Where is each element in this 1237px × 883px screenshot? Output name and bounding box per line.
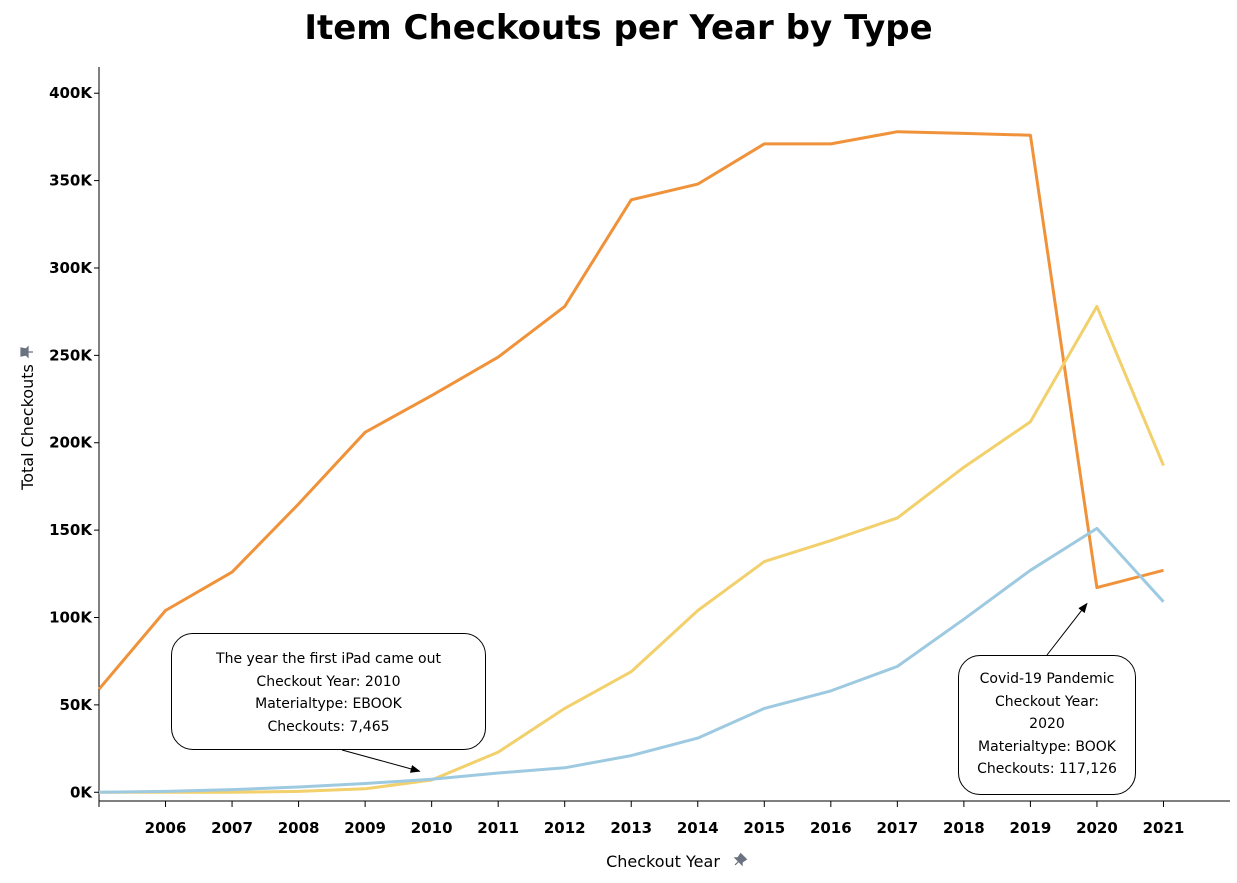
annotation-line: Checkout Year: 2010 [256,673,401,690]
y-tick-label: 400K [49,84,93,102]
x-tick-label: 2010 [411,819,453,837]
x-tick-label: 2008 [278,819,320,837]
y-axis-title: Total Checkouts [18,364,37,491]
annotation-line: Checkouts: 7,465 [267,718,390,735]
y-tick-label: 350K [49,172,93,190]
x-axis-title: Checkout Year [606,852,720,871]
y-tick-label: 300K [49,259,93,277]
series-line-2 [98,526,1165,794]
y-tick-label: 200K [49,434,93,452]
x-tick-label: 2021 [1143,819,1185,837]
x-tick-label: 2018 [943,819,985,837]
annotation-line: The year the first iPad came out [216,651,441,667]
annotation-line: Materialtype: BOOK [978,738,1116,755]
pin-icon[interactable] [732,852,748,869]
x-tick-label: 2006 [145,819,187,837]
x-tick-label: 2007 [211,819,253,837]
series-lines [97,130,1165,794]
x-tick-label: 2014 [677,819,719,837]
x-tick-label: 2013 [610,819,652,837]
chart-title: Item Checkouts per Year by Type [304,8,933,48]
annotation-covid: Covid-19 Pandemic Checkout Year: 2020 Ma… [958,655,1136,795]
annotation-arrow [1046,602,1088,656]
series-line-1 [99,304,1165,794]
x-tick-label: 2017 [876,819,918,837]
annotation-line: 2020 [1029,716,1065,732]
annotation-line: Checkouts: 117,126 [977,761,1117,777]
annotation-arrow [341,749,421,773]
y-tick-label: 0K [70,783,93,801]
y-tick-label: 50K [60,696,94,714]
annotation-line: Covid-19 Pandemic [979,671,1115,687]
annotation-line: Checkout Year: [994,693,1100,710]
x-tick-label: 2011 [477,819,519,837]
annotation-ipad: The year the first iPad came out Checkou… [171,633,486,750]
series-line-0 [97,130,1164,691]
y-tick-label: 150K [49,521,93,539]
y-tick-label: 250K [49,346,93,364]
annotation-line: Materialtype: EBOOK [255,696,402,712]
x-tick-label: 2019 [1010,819,1052,837]
axes [98,67,1230,802]
x-tick-label: 2012 [544,819,586,837]
pin-icon[interactable] [20,345,33,359]
y-tick-label: 100K [49,609,93,627]
x-tick-label: 2015 [743,819,785,837]
x-tick-label: 2009 [344,819,386,837]
x-axis-ticks: 2006 2007 2008 2009 2010 2011 2012 2013 2014 2015… [98,801,1185,837]
y-axis-ticks: 0K 50K 100K 150K 200K 250K 300K 350K 400K [49,84,99,801]
x-tick-label: 2016 [810,819,852,837]
callout-arrows [341,602,1088,773]
x-tick-label: 2020 [1076,819,1118,837]
